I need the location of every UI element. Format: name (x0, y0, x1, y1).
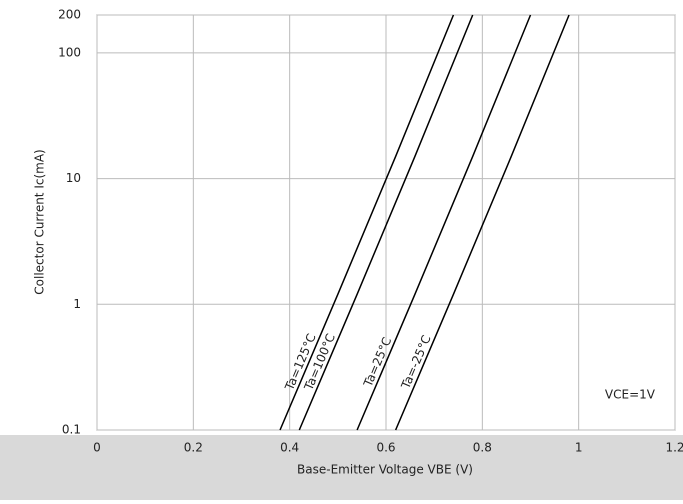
x-tick-label: 1 (575, 441, 583, 455)
axis-band (0, 435, 683, 500)
x-tick-label: 0.4 (280, 441, 299, 455)
x-tick-label: 0.8 (473, 441, 492, 455)
annotation: VCE=1V (605, 388, 656, 402)
x-tick-label: 0.2 (184, 441, 203, 455)
y-tick-label: 0.1 (62, 423, 81, 437)
y-tick-label: 100 (58, 45, 81, 59)
x-tick-label: 0.6 (376, 441, 395, 455)
y-tick-label: 1 (73, 297, 81, 311)
curve (394, 14, 570, 431)
x-axis-label: Base-Emitter Voltage VBE (V) (297, 463, 473, 477)
y-tick-label: 10 (66, 171, 81, 185)
x-tick-label: 1.2 (665, 441, 683, 455)
y-tick-label: 200 (58, 8, 81, 22)
curve (298, 14, 474, 431)
curve (356, 14, 532, 431)
x-tick-label: 0 (93, 441, 101, 455)
curve (279, 14, 455, 431)
y-axis-label: Collector Current Ic(mA) (33, 149, 47, 294)
